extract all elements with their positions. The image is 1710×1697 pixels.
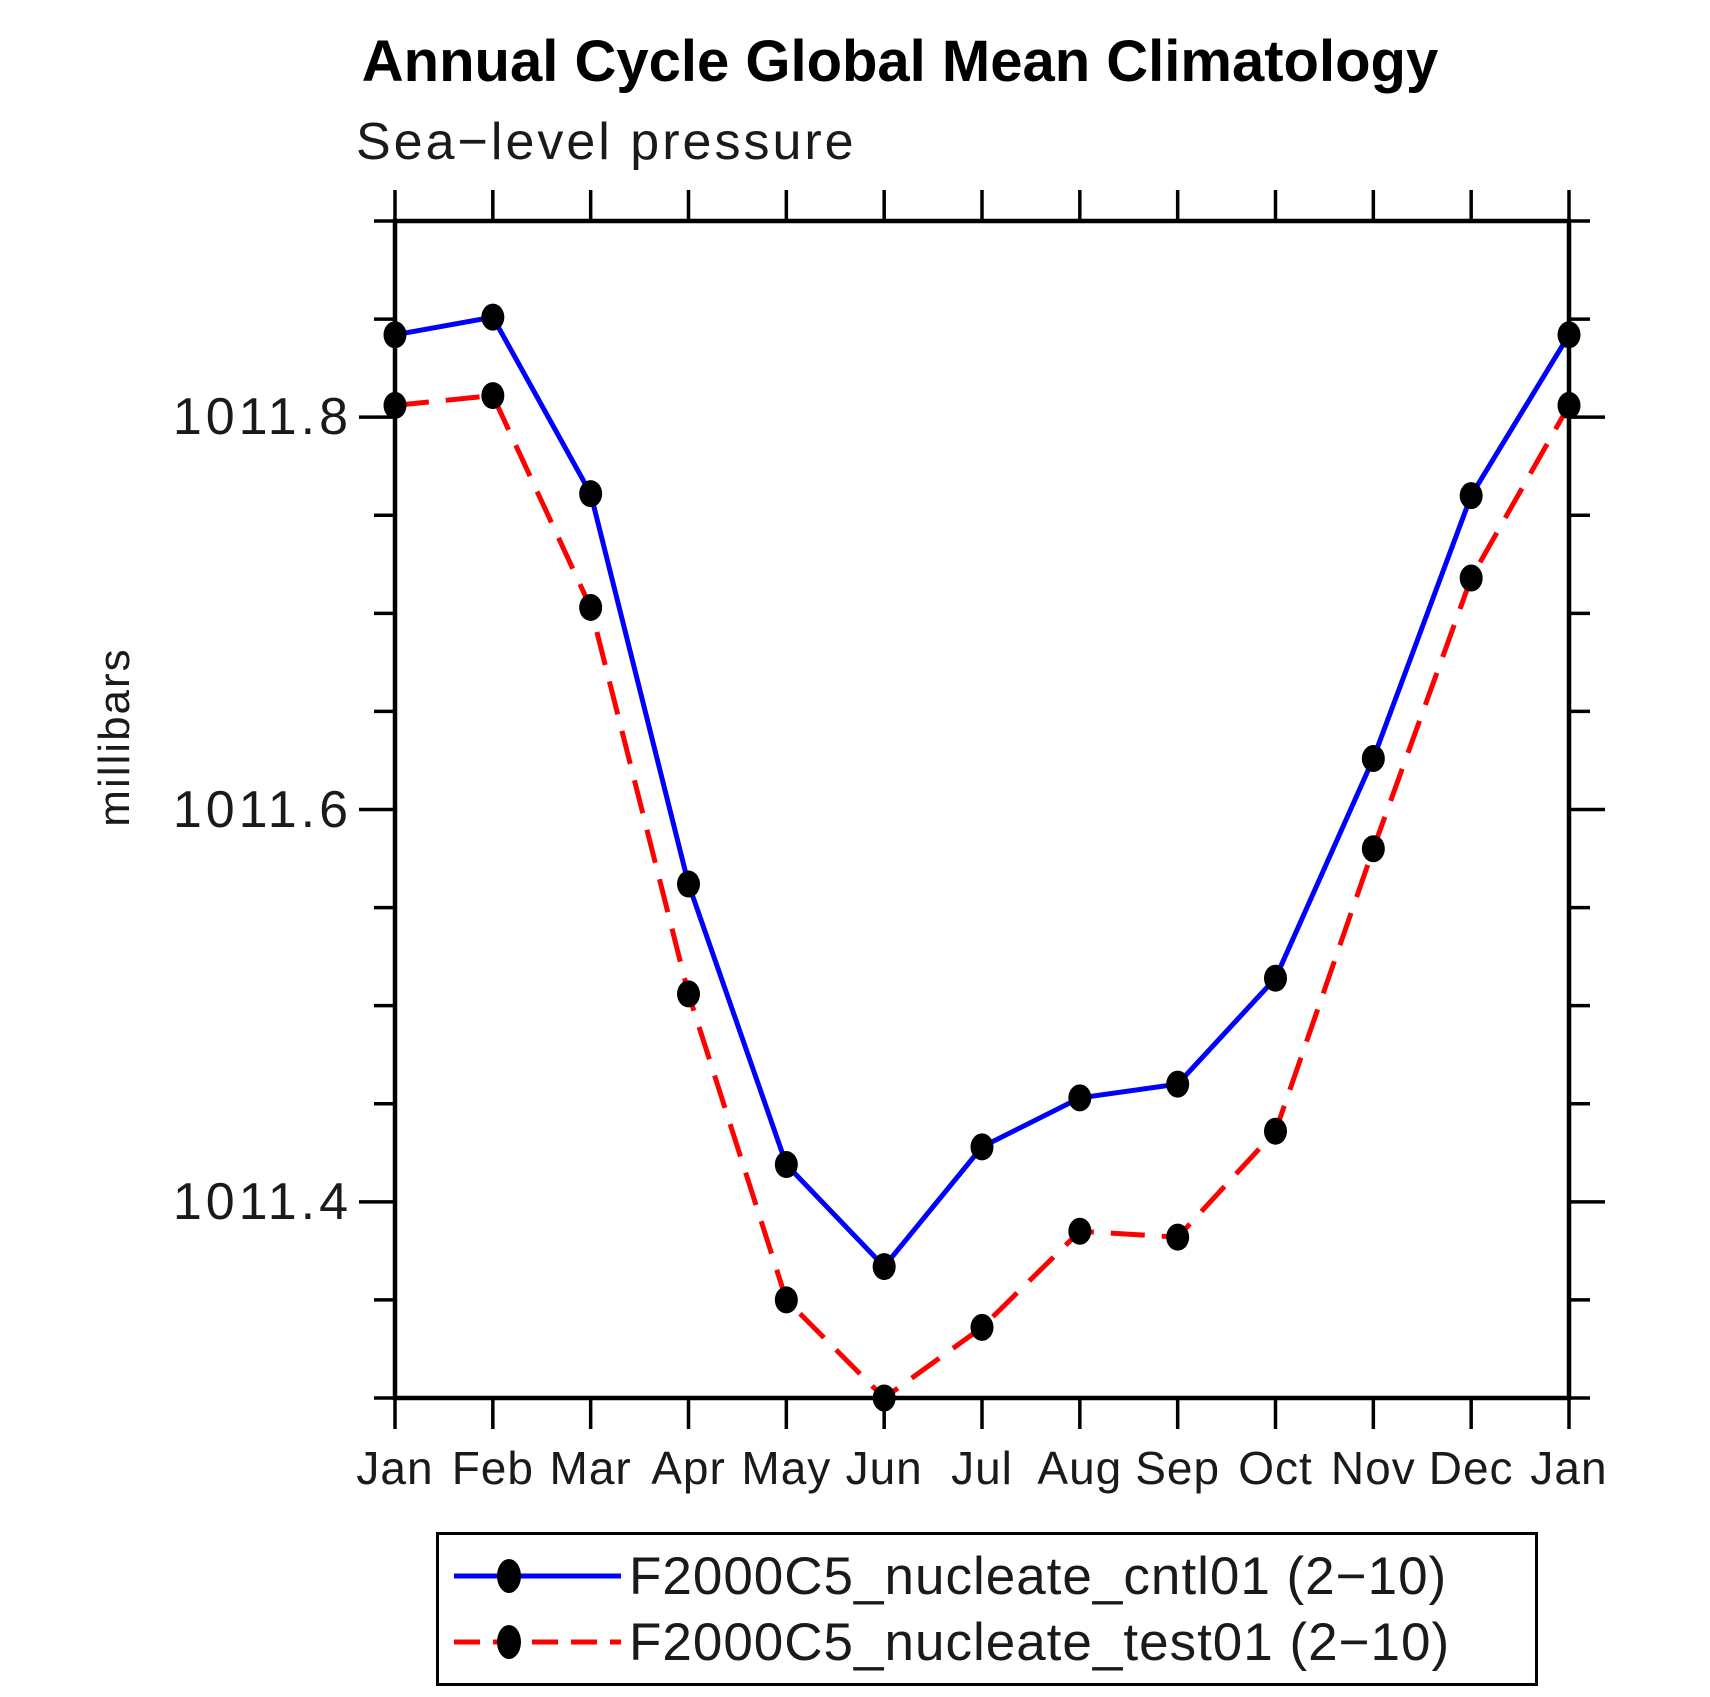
x-tick-label-jun-5: Jun xyxy=(845,1442,923,1494)
data-point-1-Mar xyxy=(579,593,603,621)
legend-line-sample-solid xyxy=(454,1559,621,1593)
data-point-1-May xyxy=(774,1286,798,1314)
legend-row-test01: F2000C5_nucleate_test01 (2−10) xyxy=(449,1612,1535,1672)
data-point-0-Nov xyxy=(1361,744,1385,772)
legend-marker-icon xyxy=(497,1625,521,1659)
legend-marker-icon xyxy=(497,1559,521,1593)
plot-frame xyxy=(392,218,1572,1401)
legend-label-test01: F2000C5_nucleate_test01 (2−10) xyxy=(629,1612,1451,1672)
x-tick-label-aug-7: Aug xyxy=(1037,1442,1123,1494)
data-point-1-Nov xyxy=(1361,835,1385,863)
chart-subtitle: Sea−level pressure xyxy=(356,113,857,171)
x-tick-label-sep-8: Sep xyxy=(1135,1442,1221,1494)
x-tick-label-dec-11: Dec xyxy=(1428,1442,1514,1494)
x-tick-label-jan-0: Jan xyxy=(356,1442,434,1494)
data-point-0-Mar xyxy=(579,480,603,508)
data-point-0-Jan xyxy=(1557,321,1581,349)
x-tick-label-oct-9: Oct xyxy=(1238,1442,1313,1494)
data-point-0-Jul xyxy=(970,1133,994,1161)
data-point-0-Feb xyxy=(481,303,505,331)
data-point-1-Oct xyxy=(1264,1117,1287,1145)
data-point-1-Apr xyxy=(677,980,700,1008)
data-point-0-Oct xyxy=(1264,964,1287,992)
data-point-1-Jul xyxy=(970,1313,994,1341)
data-point-0-Jun xyxy=(872,1253,896,1281)
y-tick-label: 1011.6 xyxy=(172,780,352,839)
data-point-1-Jan xyxy=(1557,391,1581,419)
data-point-0-Aug xyxy=(1068,1084,1092,1112)
x-tick-label-may-4: May xyxy=(741,1442,832,1494)
data-point-1-Jan xyxy=(383,391,407,419)
data-point-0-Dec xyxy=(1459,482,1483,510)
legend-row-cntl01: F2000C5_nucleate_cntl01 (2−10) xyxy=(449,1546,1535,1606)
legend-label-cntl01: F2000C5_nucleate_cntl01 (2−10) xyxy=(629,1546,1448,1606)
legend-line-sample-dashed xyxy=(454,1625,621,1659)
y-tick-label: 1011.8 xyxy=(172,388,352,447)
legend: F2000C5_nucleate_cntl01 (2−10) F2000C5_n… xyxy=(436,1532,1538,1686)
series-line-1 xyxy=(394,392,1572,1402)
y-tick-label: 1011.4 xyxy=(172,1172,352,1231)
x-tick-label-feb-1: Feb xyxy=(451,1442,534,1494)
data-point-0-May xyxy=(774,1151,798,1179)
x-tick-label-jul-6: Jul xyxy=(951,1442,1013,1494)
chart-title: Annual Cycle Global Mean Climatology xyxy=(361,29,1439,94)
data-point-1-Jun xyxy=(872,1384,896,1412)
data-point-0-Jan xyxy=(383,321,407,349)
x-tick-label-nov-10: Nov xyxy=(1330,1442,1416,1494)
data-point-1-Sep xyxy=(1166,1223,1190,1251)
data-point-1-Aug xyxy=(1068,1217,1092,1245)
x-tick-label-mar-2: Mar xyxy=(549,1442,632,1494)
data-point-1-Dec xyxy=(1459,564,1483,592)
data-point-1-Feb xyxy=(481,382,505,410)
data-point-0-Apr xyxy=(677,870,700,898)
x-tick-label-apr-3: Apr xyxy=(651,1442,726,1494)
data-point-0-Sep xyxy=(1166,1070,1190,1098)
x-tick-label-jan-12: Jan xyxy=(1530,1442,1608,1494)
